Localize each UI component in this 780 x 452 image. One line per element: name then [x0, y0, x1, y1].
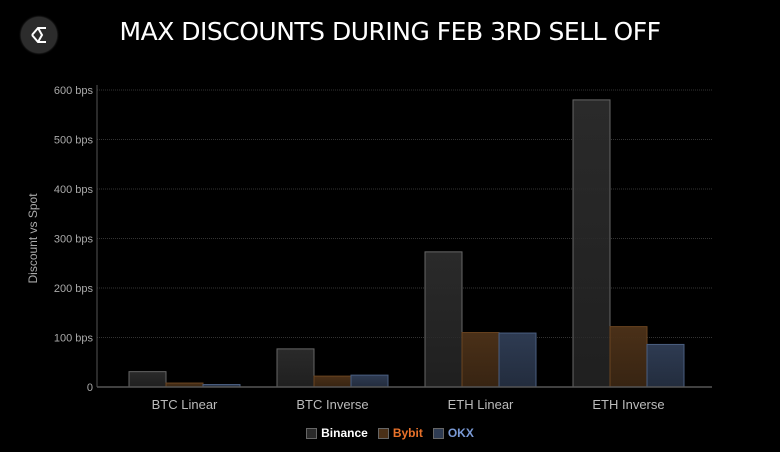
bar-binance-btc-linear[interactable]	[128, 371, 167, 388]
x-tick-label: ETH Inverse	[592, 397, 664, 412]
bar-binance-eth-linear[interactable]	[424, 251, 463, 388]
legend-label-okx: OKX	[447, 426, 474, 440]
x-tick-label: BTC Inverse	[296, 397, 368, 412]
legend: Binance Bybit OKX	[0, 426, 780, 440]
y-tick-label: 300 bps	[54, 234, 94, 246]
bar-okx-eth-linear[interactable]	[498, 332, 537, 388]
logo-icon	[31, 27, 46, 43]
bar-bybit-eth-inverse[interactable]	[609, 326, 648, 388]
bar-binance-eth-inverse[interactable]	[572, 99, 611, 388]
y-axis-label: Discount vs Spot	[26, 193, 40, 284]
y-tick-label: 0	[87, 382, 93, 394]
legend-label-bybit: Bybit	[392, 426, 423, 440]
y-tick-label: 600 bps	[54, 85, 94, 97]
y-tick-label: 500 bps	[54, 135, 94, 147]
x-tick-label: BTC Linear	[152, 397, 218, 412]
y-tick-label: 200 bps	[54, 283, 94, 295]
bar-bybit-btc-inverse[interactable]	[313, 375, 352, 388]
y-tick-label: 100 bps	[54, 333, 94, 345]
y-tick-label: 400 bps	[54, 184, 94, 196]
legend-label-binance: Binance	[321, 426, 368, 440]
legend-item-bybit[interactable]: Bybit	[377, 426, 423, 440]
legend-swatch-binance	[306, 427, 318, 439]
legend-item-binance[interactable]: Binance	[306, 426, 368, 440]
x-tick-label: ETH Linear	[448, 397, 514, 412]
legend-item-okx[interactable]: OKX	[432, 426, 474, 440]
logo	[21, 17, 57, 53]
bar-okx-btc-inverse[interactable]	[350, 374, 389, 388]
legend-swatch-bybit	[377, 427, 389, 439]
bar-bybit-eth-linear[interactable]	[461, 332, 500, 388]
bar-okx-eth-inverse[interactable]	[646, 343, 685, 388]
legend-swatch-okx	[432, 427, 444, 439]
chart-title: MAX DISCOUNTS DURING FEB 3RD SELL OFF	[119, 17, 661, 46]
bar-binance-btc-inverse[interactable]	[276, 348, 315, 388]
